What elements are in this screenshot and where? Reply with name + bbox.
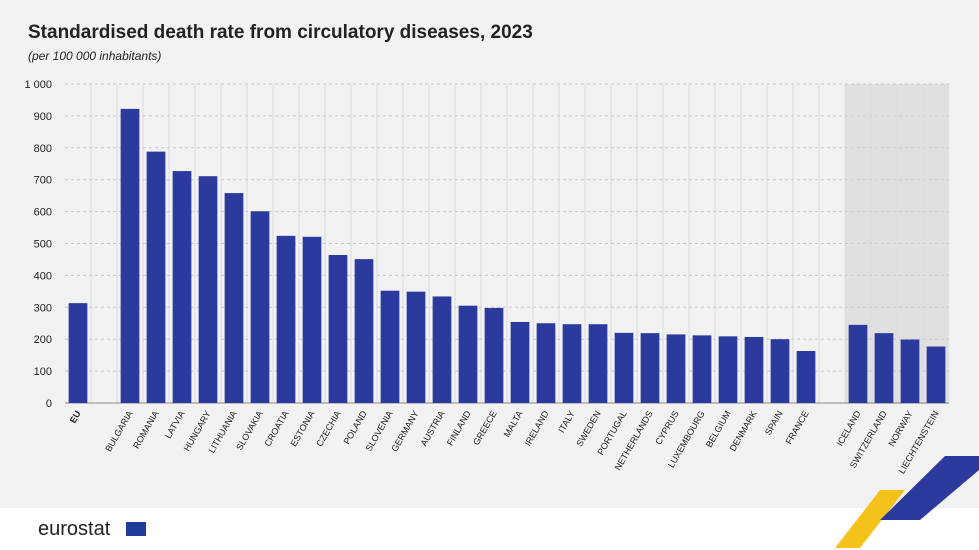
y-tick-label: 400 bbox=[34, 270, 52, 282]
bar bbox=[198, 176, 218, 403]
bar bbox=[770, 339, 790, 403]
bar bbox=[484, 307, 504, 403]
swoosh-blue bbox=[880, 456, 979, 520]
y-tick-label: 700 bbox=[34, 175, 52, 187]
bar bbox=[354, 259, 374, 403]
bar bbox=[302, 236, 322, 403]
y-tick-label: 200 bbox=[34, 334, 52, 346]
bar bbox=[692, 335, 712, 403]
logo: eurostat bbox=[38, 518, 111, 540]
y-tick-label: 1 000 bbox=[24, 79, 52, 91]
y-tick-label: 300 bbox=[34, 302, 52, 314]
chart-title: Standardised death rate from circulatory… bbox=[28, 22, 533, 43]
bar bbox=[172, 171, 192, 403]
swoosh-yellow bbox=[835, 490, 905, 548]
bar bbox=[926, 346, 946, 403]
y-tick-label: 900 bbox=[34, 111, 52, 123]
bar bbox=[250, 211, 270, 403]
footer bbox=[0, 508, 979, 550]
y-tick-label: 500 bbox=[34, 239, 52, 251]
bar bbox=[848, 324, 868, 403]
bar bbox=[562, 324, 582, 403]
bar bbox=[640, 333, 660, 403]
bar bbox=[380, 290, 400, 403]
y-tick-label: 0 bbox=[46, 398, 52, 410]
bar bbox=[614, 332, 634, 403]
bar bbox=[120, 108, 140, 403]
bar bbox=[666, 334, 686, 403]
logo-flag bbox=[126, 522, 146, 536]
bar bbox=[588, 324, 608, 403]
bar bbox=[276, 235, 296, 403]
bar bbox=[900, 339, 920, 403]
bar bbox=[796, 351, 816, 403]
y-tick-label: 100 bbox=[34, 366, 52, 378]
bar bbox=[406, 291, 426, 403]
y-tick-label: 600 bbox=[34, 207, 52, 219]
bar bbox=[432, 296, 452, 403]
y-tick-label: 800 bbox=[34, 143, 52, 155]
bar bbox=[718, 336, 738, 403]
bar bbox=[68, 303, 88, 403]
bar bbox=[146, 151, 166, 403]
bar bbox=[874, 333, 894, 403]
bar bbox=[536, 323, 556, 403]
bar bbox=[328, 254, 348, 403]
bar bbox=[510, 321, 530, 403]
bar bbox=[744, 336, 764, 403]
chart-subtitle: (per 100 000 inhabitants) bbox=[28, 49, 161, 63]
bar bbox=[224, 193, 244, 403]
bar bbox=[458, 305, 478, 403]
